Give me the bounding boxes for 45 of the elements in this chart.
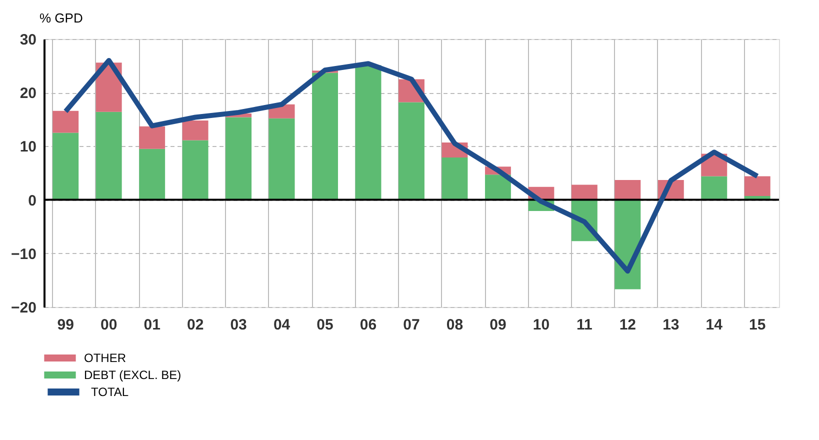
bar xyxy=(744,176,770,196)
x-tick-label: 04 xyxy=(273,316,291,334)
bar xyxy=(485,174,511,200)
bar xyxy=(701,176,728,200)
bar xyxy=(182,140,208,200)
y-tick-label: −10 xyxy=(11,246,36,263)
bar xyxy=(139,126,166,149)
bar xyxy=(96,112,122,200)
bar xyxy=(52,132,79,200)
x-tick-label: 99 xyxy=(57,316,74,334)
x-tick-label: 15 xyxy=(749,316,766,334)
x-tick-label: 00 xyxy=(100,316,118,334)
x-tick-label: 13 xyxy=(662,316,680,334)
bar xyxy=(52,110,79,133)
bar xyxy=(312,72,338,200)
x-tick-label: 02 xyxy=(186,316,204,334)
x-tick-label: 12 xyxy=(619,316,636,334)
x-tick-label: 03 xyxy=(230,316,247,334)
y-tick-label: 30 xyxy=(20,32,36,48)
x-tick-label: 05 xyxy=(316,316,334,334)
y-tick-label: 0 xyxy=(28,192,36,210)
y-axis-title: % GPD xyxy=(40,10,83,26)
x-tick-label: 10 xyxy=(532,316,550,334)
bar xyxy=(139,148,166,200)
x-tick-label: 08 xyxy=(446,316,464,334)
y-tick-label: −20 xyxy=(11,300,36,316)
legend-label: DEBT (EXCL. BE) xyxy=(84,368,182,382)
bar xyxy=(571,184,598,200)
bar xyxy=(614,180,641,200)
x-tick-label: 14 xyxy=(706,316,724,334)
bar xyxy=(226,117,252,200)
y-tick-label: 10 xyxy=(20,138,36,156)
legend-label: OTHER xyxy=(84,351,126,365)
bar xyxy=(355,65,382,200)
y-tick-label: 20 xyxy=(20,85,36,102)
bar xyxy=(268,118,295,200)
x-tick-label: 06 xyxy=(360,316,377,334)
bar xyxy=(182,120,208,140)
bar xyxy=(398,102,424,200)
bar xyxy=(442,157,468,200)
x-tick-label: 11 xyxy=(576,316,592,334)
legend-label: TOTAL xyxy=(91,385,129,399)
x-tick-label: 07 xyxy=(403,316,420,334)
x-tick-label: 09 xyxy=(490,316,506,334)
x-tick-label: 01 xyxy=(144,316,160,334)
